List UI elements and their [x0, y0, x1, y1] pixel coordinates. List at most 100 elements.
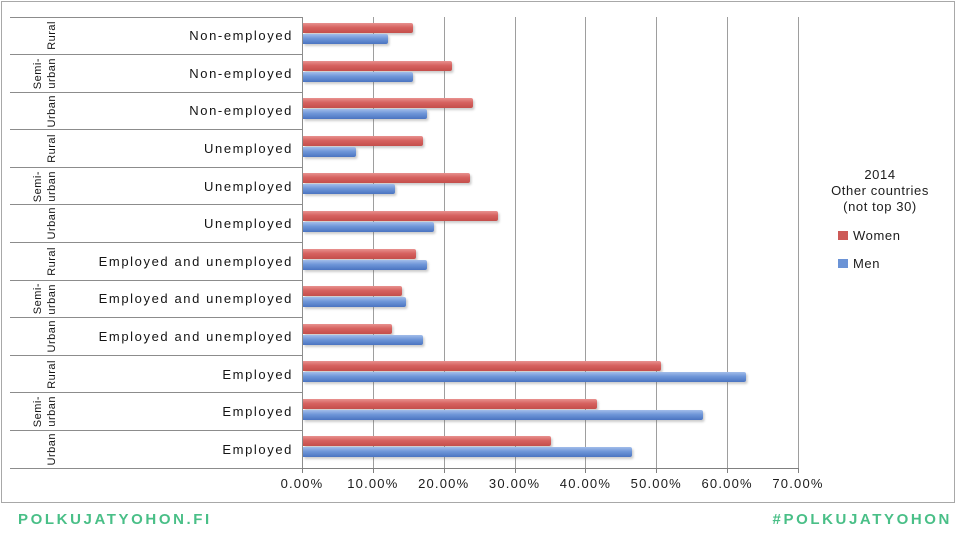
x-axis-tick — [444, 468, 445, 473]
area-group-label-text: Urban — [46, 320, 59, 353]
area-group-label: Rural — [13, 243, 59, 281]
area-group-label-text: Semi- — [31, 57, 44, 89]
women-bar — [303, 23, 413, 33]
area-group-label-text: urban — [46, 283, 59, 315]
category-row-separator — [10, 16, 302, 18]
women-color-swatch-icon — [838, 231, 848, 240]
x-axis-tick-label: 30.00% — [488, 476, 541, 491]
women-bar — [303, 323, 392, 334]
employment-status-label: Non-employed — [189, 28, 293, 44]
legend-item-men: Men — [818, 256, 942, 271]
employment-status-label: Employed — [222, 404, 293, 420]
men-bar — [303, 259, 427, 270]
legend-item-women-label: Women — [853, 228, 901, 243]
employment-status-label: Employed and unemployed — [98, 253, 293, 269]
women-bar — [303, 60, 452, 71]
footer-hashtag: #POLKUJATYOHON — [772, 511, 952, 528]
employment-status-label: Non-employed — [189, 103, 293, 119]
x-axis-tick-label: 10.00% — [347, 476, 399, 491]
x-axis-tick — [656, 468, 657, 473]
category-row-separator — [10, 91, 302, 93]
x-axis-tick — [302, 468, 303, 473]
area-group-label: Rural — [13, 355, 59, 393]
men-bar — [303, 34, 389, 44]
men-bar — [303, 447, 633, 458]
area-group-label-text: Rural — [46, 134, 59, 163]
employment-status-label: Employed and unemployed — [98, 291, 293, 307]
area-group-label-text: Rural — [46, 21, 59, 51]
men-color-swatch-icon — [838, 259, 848, 268]
x-axis-tick — [727, 468, 728, 473]
x-axis-tick-label: 60.00% — [701, 476, 753, 491]
area-group-label-text: urban — [46, 58, 59, 89]
men-bar — [303, 71, 413, 82]
men-bar — [303, 109, 427, 120]
area-group-label: Semi-urban — [13, 55, 59, 93]
x-axis-tick — [515, 468, 516, 473]
area-group-label-text: Urban — [46, 432, 59, 466]
x-axis-tick-label: 50.00% — [630, 476, 682, 491]
category-row-separator — [10, 317, 302, 319]
women-bar — [303, 248, 417, 259]
plot-gridline — [444, 17, 445, 468]
category-row-separator — [10, 242, 302, 243]
category-row-separator — [10, 204, 302, 206]
chart-legend: 2014 Other countries (not top 30) Women … — [818, 167, 942, 271]
legend-item-women: Women — [818, 228, 942, 243]
employment-status-label: Unemployed — [204, 178, 293, 194]
men-bar — [303, 372, 746, 383]
women-bar — [303, 398, 598, 409]
men-bar — [303, 146, 357, 157]
x-axis-tick — [798, 468, 799, 473]
plot-gridline — [798, 17, 799, 468]
women-bar — [303, 361, 661, 372]
women-bar — [303, 210, 498, 221]
plot-gridline — [585, 17, 586, 468]
employment-status-label: Unemployed — [204, 141, 293, 157]
women-bar — [303, 286, 403, 297]
women-bar — [303, 98, 474, 109]
x-axis-tick-label: 20.00% — [418, 476, 470, 491]
plot-gridline — [727, 17, 728, 468]
x-axis-tick-label: 0.00% — [280, 476, 324, 491]
area-group-label: Semi-urban — [13, 280, 59, 318]
men-bar — [303, 297, 406, 308]
plot-gridline — [515, 17, 516, 468]
area-group-label-text: Semi- — [31, 283, 44, 315]
area-group-label: Urban — [13, 430, 59, 468]
women-bar — [303, 436, 551, 447]
x-axis-tick-label: 40.00% — [559, 476, 612, 491]
area-group-label-text: Semi- — [31, 170, 44, 202]
area-group-label: Urban — [13, 205, 59, 243]
area-group-label: Rural — [13, 130, 59, 168]
area-group-label-text: Rural — [46, 359, 59, 389]
footer-site-url: POLKUJATYOHON.FI — [18, 511, 212, 528]
legend-title-line-1: 2014 — [864, 167, 896, 182]
area-group-label: Rural — [13, 17, 59, 55]
employment-status-label: Employed — [222, 366, 293, 382]
area-group-label-text: urban — [46, 396, 59, 427]
employment-status-label: Employed — [222, 441, 293, 457]
category-row-separator — [10, 129, 302, 131]
category-row-separator — [10, 54, 302, 56]
area-group-label-text: Urban — [46, 207, 59, 240]
men-bar — [303, 334, 424, 345]
category-row-separator — [10, 354, 302, 356]
area-group-label: Urban — [13, 318, 59, 356]
x-axis-tick — [585, 468, 586, 473]
women-bar — [303, 135, 424, 146]
men-bar — [303, 409, 704, 420]
area-group-label-text: urban — [46, 170, 59, 202]
area-group-label-text: Rural — [46, 246, 59, 276]
category-row-separator — [10, 467, 302, 469]
men-bar — [303, 184, 396, 195]
employment-status-label: Non-employed — [189, 65, 293, 81]
legend-title-line-2: Other countries — [831, 183, 929, 198]
category-row-separator — [10, 279, 302, 281]
area-group-label: Semi-urban — [13, 167, 59, 205]
category-axis-line — [302, 17, 303, 468]
area-group-label: Semi-urban — [13, 393, 59, 431]
employment-status-label: Employed and unemployed — [98, 328, 293, 344]
x-axis-tick-label: 70.00% — [772, 476, 824, 491]
category-row-separator — [10, 429, 302, 431]
